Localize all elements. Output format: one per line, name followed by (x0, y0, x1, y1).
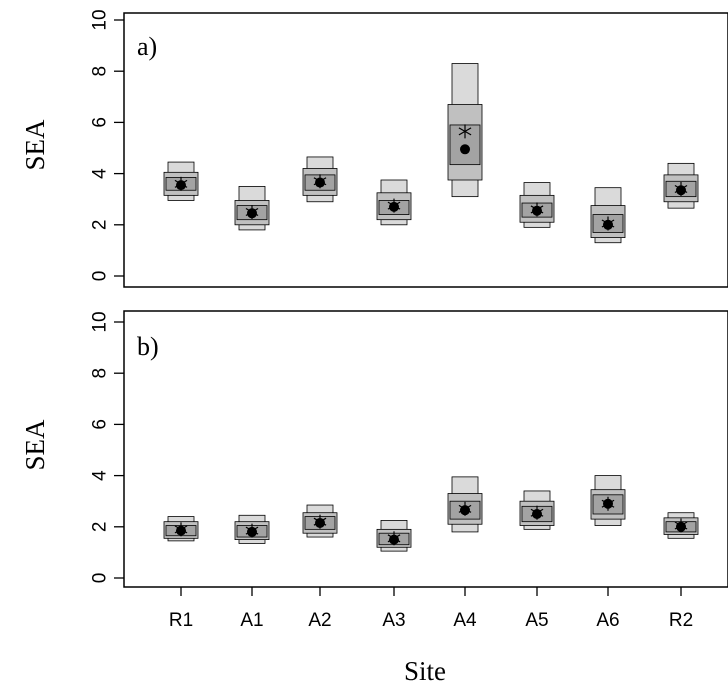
mean-marker (245, 205, 259, 219)
box-a3 (376, 179, 412, 226)
x-tick-label: R1 (169, 610, 193, 631)
panel-b-y-axis: 0 2 4 6 8 10 (90, 311, 124, 584)
panel-a-y-tick-label: 10 (90, 9, 111, 30)
mean-marker (674, 181, 688, 196)
box-a3 (376, 520, 412, 552)
x-tick-label: A4 (453, 610, 477, 631)
box-r2 (663, 162, 699, 209)
panel-b-y-tick-label: 2 (90, 522, 111, 533)
mean-marker (174, 176, 188, 191)
panel-a-y-tick-label: 6 (90, 117, 111, 128)
panel-b-y-tick-label: 0 (90, 573, 111, 584)
box-r2 (663, 512, 699, 539)
panel-a-y-tick-label: 4 (90, 168, 111, 179)
panel-a-y-axis: 0 2 4 6 8 10 (90, 9, 124, 282)
panel-a-y-tick-label: 8 (90, 66, 111, 77)
panel-b-marks (163, 475, 699, 552)
panel-a-y-tick-label: 2 (90, 220, 111, 231)
panel-b-y-tick-label: 6 (90, 419, 111, 430)
mode-point (460, 144, 470, 155)
panel-b-y-tick-label: 4 (90, 470, 111, 481)
panel-a: 0 2 4 6 8 10 a) SEA (20, 9, 728, 288)
x-tick-label: A3 (382, 610, 405, 631)
panel-a-marks (163, 63, 699, 244)
panel-b-label: b) (137, 332, 159, 361)
x-axis: R1 A1 A2 A3 A4 A5 A6 R2 (169, 587, 693, 631)
panel-a-y-label: SEA (20, 119, 50, 171)
mean-marker (387, 198, 401, 213)
mean-marker (387, 531, 401, 546)
x-tick-label: R2 (669, 610, 693, 631)
box-a4 (447, 63, 483, 198)
box-r1 (163, 161, 199, 201)
box-a5 (519, 182, 555, 228)
panel-b-y-tick-label: 8 (90, 368, 111, 379)
box-a6 (590, 475, 626, 526)
panel-a-y-tick-label: 0 (90, 271, 111, 282)
box-a1 (234, 514, 270, 544)
x-tick-label: A6 (596, 610, 619, 631)
mean-marker (245, 523, 259, 538)
panel-b: 0 2 4 6 8 10 b) SEA R1 A1 A2 A3 A4 A5 A6 R2 (20, 310, 728, 631)
box-a4 (447, 476, 483, 533)
panel-b-frame (123, 310, 728, 588)
box-a6 (590, 187, 626, 244)
panel-a-label: a) (137, 32, 157, 61)
mean-marker (530, 202, 544, 217)
box-a1 (234, 185, 270, 231)
x-tick-label: A5 (525, 610, 548, 631)
mean-marker (458, 501, 472, 516)
x-tick-label: A1 (240, 610, 263, 631)
mean-marker (458, 124, 472, 139)
mean-marker (174, 522, 188, 537)
box-r1 (163, 516, 199, 542)
x-axis-label: Site (404, 656, 446, 686)
box-a2 (302, 156, 338, 203)
mean-marker (601, 216, 615, 231)
panel-b-y-label: SEA (20, 419, 50, 471)
mean-marker (313, 514, 327, 529)
x-tick-label: A2 (308, 610, 331, 631)
mean-marker (674, 518, 688, 533)
mean-marker (313, 174, 327, 189)
mean-marker (530, 505, 544, 520)
panel-b-y-tick-label: 10 (90, 311, 111, 332)
panel-a-frame (123, 12, 728, 288)
box-a2 (302, 504, 338, 538)
box-a5 (519, 490, 555, 530)
mean-marker (601, 496, 615, 511)
